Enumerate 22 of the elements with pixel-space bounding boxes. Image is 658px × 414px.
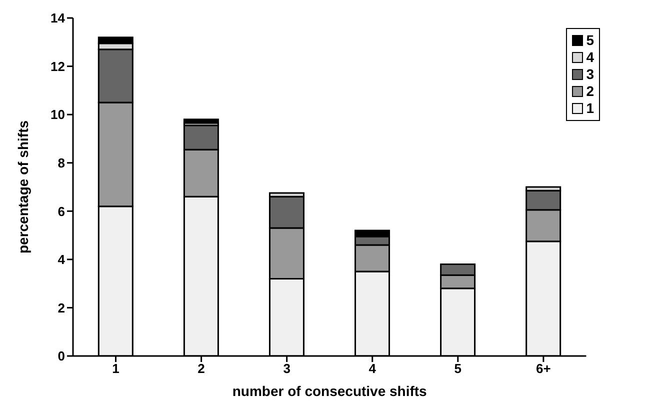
legend-label: 4 xyxy=(586,49,594,66)
x-tick-label: 4 xyxy=(368,361,377,376)
x-axis-title: number of consecutive shifts xyxy=(232,383,428,399)
x-tick-label: 6+ xyxy=(536,361,552,376)
y-axis-title: percentage of shifts xyxy=(14,120,31,254)
y-tick-label: 2 xyxy=(58,300,65,316)
x-tick-label: 1 xyxy=(112,361,120,376)
y-tick-label: 4 xyxy=(58,252,66,268)
y-tick-label: 0 xyxy=(58,348,65,364)
y-tick-label: 10 xyxy=(50,107,65,122)
y-tick-label: 14 xyxy=(50,10,66,26)
x-tick-label: 5 xyxy=(454,361,462,376)
x-tick-label: 3 xyxy=(283,361,290,376)
legend-label: 3 xyxy=(586,66,594,83)
legend-label: 2 xyxy=(586,83,594,100)
x-tick-label: 2 xyxy=(198,361,205,376)
legend-label: 5 xyxy=(586,32,594,49)
bar xyxy=(183,118,219,124)
legend-label: 1 xyxy=(586,100,594,117)
y-tick-label: 12 xyxy=(50,58,65,74)
y-tick-label: 8 xyxy=(58,155,65,170)
y-tick-label: 6 xyxy=(58,204,65,219)
